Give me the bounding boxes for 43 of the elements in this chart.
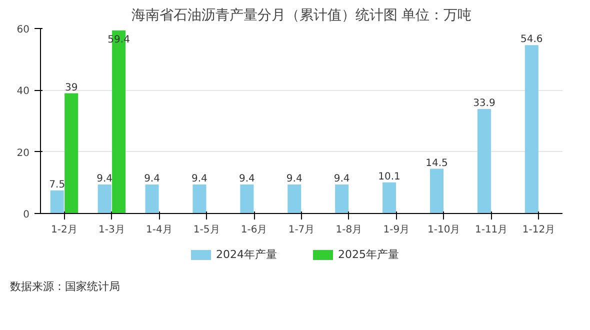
bar xyxy=(430,168,444,214)
data-label: 9.4 xyxy=(144,174,160,185)
data-label: 9.4 xyxy=(286,174,302,185)
data-label: 7.5 xyxy=(49,179,66,190)
data-label: 9.4 xyxy=(96,174,113,185)
bar xyxy=(98,184,112,214)
x-tick-label: 1-2月 xyxy=(51,224,78,236)
bar xyxy=(335,184,349,214)
x-tick-label: 1-10月 xyxy=(428,224,460,236)
bar xyxy=(288,184,302,214)
bar xyxy=(524,45,538,214)
data-label: 9.4 xyxy=(192,174,208,185)
y-tick-label: 20 xyxy=(16,148,30,159)
legend-label: 2025年产量 xyxy=(338,248,399,262)
x-tick-label: 1-9月 xyxy=(383,224,410,236)
legend-label: 2024年产量 xyxy=(216,248,277,262)
y-tick-label: 0 xyxy=(23,210,30,220)
x-tick-label: 1-11月 xyxy=(474,224,508,236)
x-tick-label: 1-3月 xyxy=(98,224,125,236)
bar xyxy=(64,93,78,214)
bar xyxy=(240,184,254,214)
data-label: 54.6 xyxy=(520,34,543,46)
x-tick-label: 1-4月 xyxy=(146,224,172,236)
y-tick-label: 60 xyxy=(16,24,30,36)
x-tick-label: 1-5月 xyxy=(193,224,220,236)
data-label: 33.9 xyxy=(473,98,496,109)
x-tick-label: 1-6月 xyxy=(240,224,268,236)
data-label: 14.5 xyxy=(426,158,448,169)
x-tick-label: 1-7月 xyxy=(288,224,315,236)
x-tick-label: 1-12月 xyxy=(522,224,556,236)
bar xyxy=(192,184,206,214)
bar xyxy=(477,108,491,214)
bar xyxy=(145,184,159,214)
x-tick-label: 1-8月 xyxy=(336,224,362,236)
bar xyxy=(50,190,64,214)
data-label: 9.4 xyxy=(238,174,255,185)
data-label: 10.1 xyxy=(378,171,400,182)
chart-title: 海南省石油沥青产量分月（累计值）统计图 单位：万吨 xyxy=(131,8,472,24)
bar xyxy=(382,182,396,214)
y-tick-label: 40 xyxy=(16,86,30,98)
data-label: 39 xyxy=(64,82,78,94)
data-label: 9.4 xyxy=(334,174,350,185)
source-note: 数据来源：国家统计局 xyxy=(10,279,120,295)
